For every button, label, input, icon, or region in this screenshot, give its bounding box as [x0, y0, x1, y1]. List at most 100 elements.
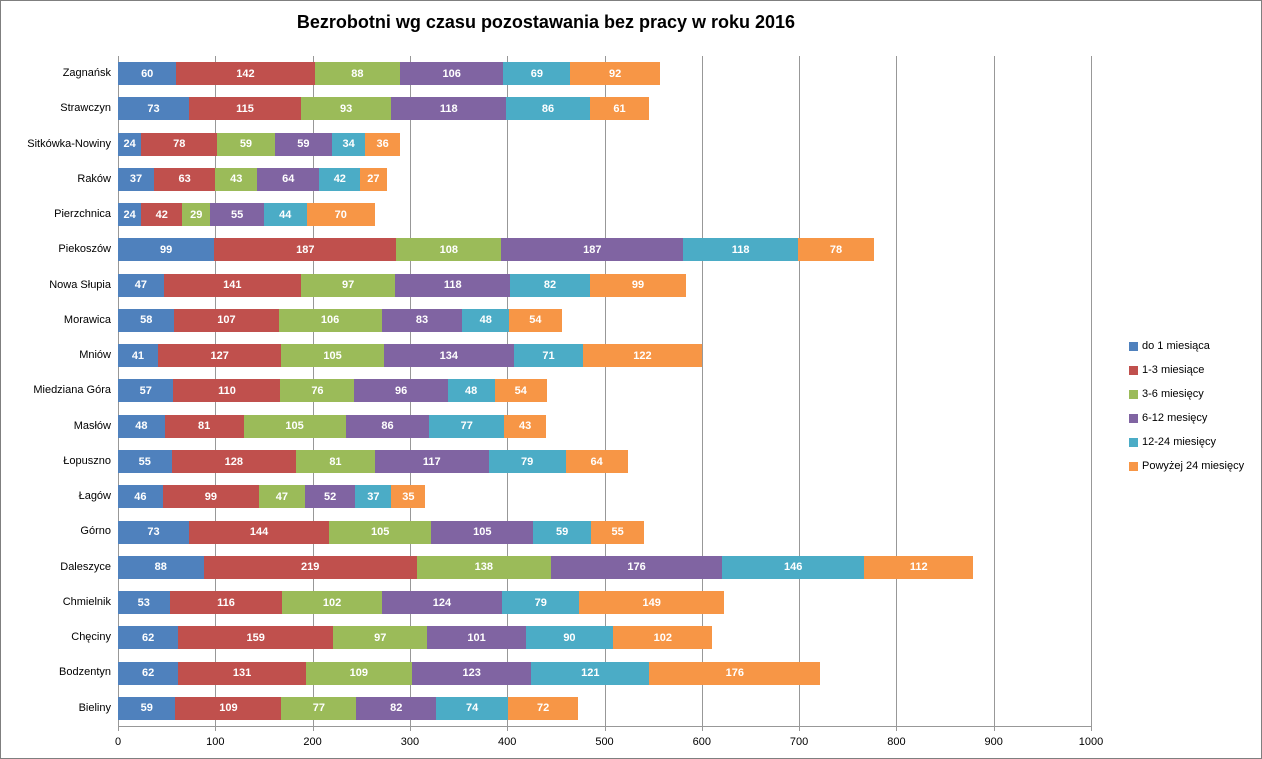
value-label: 64 [590, 455, 603, 468]
bar-segment: 48 [447, 379, 495, 403]
value-label: 53 [137, 596, 150, 609]
bar-row: 55 128 81 117 79 64 [118, 444, 1091, 479]
x-tick-label: 900 [984, 736, 1003, 748]
bar-segment: 149 [579, 591, 725, 615]
bar-segment: 43 [215, 167, 258, 191]
bar-stack: 41 127 105 134 71 122 [118, 344, 702, 368]
value-label: 47 [275, 490, 289, 503]
bar-stack: 88 219 138 176 146 112 [118, 555, 974, 579]
legend-swatch [1129, 413, 1138, 423]
value-label: 54 [529, 314, 542, 327]
bar-row: 53 116 102 124 79 149 [118, 585, 1091, 620]
bar-segment: 73 [118, 97, 190, 121]
bar-stack: 57 110 76 96 48 54 [118, 379, 548, 403]
bar-segment: 105 [243, 414, 346, 438]
value-label: 36 [376, 138, 389, 151]
bar-segment: 86 [345, 414, 430, 438]
value-label: 86 [541, 102, 555, 115]
bar-segment: 105 [431, 520, 534, 544]
value-label: 102 [653, 631, 673, 644]
value-label: 55 [231, 208, 244, 221]
bar-segment: 53 [118, 591, 170, 615]
bar-segment: 54 [494, 379, 548, 403]
gridline [993, 56, 995, 726]
bar-segment: 99 [118, 238, 215, 262]
value-label: 73 [147, 102, 160, 115]
x-axis-tick [215, 726, 217, 731]
bar-segment: 42 [141, 203, 183, 227]
bar-segment: 47 [118, 273, 164, 297]
value-label: 77 [460, 420, 473, 433]
bar-segment: 77 [429, 414, 505, 438]
bar-segment: 102 [613, 626, 713, 650]
value-label: 59 [140, 702, 153, 715]
bar-segment: 60 [118, 62, 177, 86]
bar-stack: 24 42 29 55 44 70 [118, 203, 375, 227]
legend-swatch [1129, 461, 1138, 471]
legend-item: do 1 miesiąca [1129, 334, 1244, 358]
bar-segment: 44 [263, 203, 307, 227]
bar-segment: 117 [374, 450, 489, 474]
x-axis-tick [1091, 726, 1092, 731]
value-label: 102 [322, 596, 342, 609]
value-label: 59 [297, 138, 310, 151]
x-axis-tick [507, 726, 509, 731]
bar-segment: 116 [169, 591, 283, 615]
x-axis-tick [993, 726, 995, 731]
category-label: Piekoszów [58, 243, 111, 256]
category-label: Morawica [63, 313, 111, 326]
bar-segment: 54 [509, 308, 562, 332]
value-label: 46 [134, 490, 147, 503]
bar-segment: 78 [141, 132, 218, 156]
bar-segment: 58 [118, 308, 175, 332]
bar-segment: 37 [118, 167, 154, 191]
bar-segment: 74 [436, 696, 509, 720]
x-tick-label: 500 [595, 736, 614, 748]
bar-stack: 58 107 106 83 48 54 [118, 308, 562, 332]
value-label: 149 [642, 596, 661, 609]
legend-item: 3-6 miesięcy [1129, 382, 1244, 406]
bar-segment: 52 [304, 485, 356, 509]
bar-segment: 41 [118, 344, 158, 368]
value-label: 37 [129, 173, 143, 186]
category-label: Łagów [78, 490, 111, 503]
bar-segment: 90 [525, 626, 614, 650]
bar-stack: 53 116 102 124 79 149 [118, 591, 725, 615]
bar-segment: 93 [300, 97, 392, 121]
value-label: 78 [173, 138, 186, 151]
value-label: 123 [462, 667, 481, 680]
bar-segment: 24 [118, 203, 142, 227]
legend-item: 6-12 mesięcy [1129, 406, 1244, 430]
value-label: 138 [474, 561, 493, 574]
x-axis-tick [604, 726, 606, 731]
bar-segment: 118 [391, 97, 507, 121]
bar-segment: 146 [722, 555, 865, 579]
bar-segment: 127 [157, 344, 282, 368]
bar-segment: 115 [189, 97, 301, 121]
value-label: 60 [141, 67, 154, 80]
value-label: 86 [381, 420, 394, 433]
bar-stack: 99 187 108 187 118 78 [118, 238, 874, 262]
bar-segment: 61 [589, 97, 650, 121]
legend-label: 1-3 miesiące [1142, 364, 1205, 376]
value-label: 77 [312, 702, 326, 715]
bar-stack: 47 141 97 118 82 99 [118, 273, 687, 297]
bar-segment: 37 [355, 485, 392, 509]
value-label: 128 [224, 455, 243, 468]
bar-stack: 62 131 109 123 121 176 [118, 661, 821, 685]
bar-segment: 55 [590, 520, 645, 544]
bar-segment: 134 [383, 344, 514, 368]
x-tick-label: 400 [498, 736, 517, 748]
chart-title: Bezrobotni wg czasu pozostawania bez pra… [296, 12, 796, 32]
legend-label: 6-12 mesięcy [1142, 412, 1208, 424]
value-label: 99 [160, 243, 173, 256]
value-label: 58 [140, 314, 153, 327]
gridline [1091, 56, 1092, 726]
value-label: 81 [197, 420, 211, 433]
bar-segment: 46 [118, 485, 163, 509]
x-tick-label: 800 [887, 736, 906, 748]
value-label: 134 [439, 349, 458, 362]
bar-segment: 99 [162, 485, 260, 509]
bar-segment: 79 [502, 591, 580, 615]
bar-row: 24 42 29 55 44 70 [118, 197, 1091, 232]
